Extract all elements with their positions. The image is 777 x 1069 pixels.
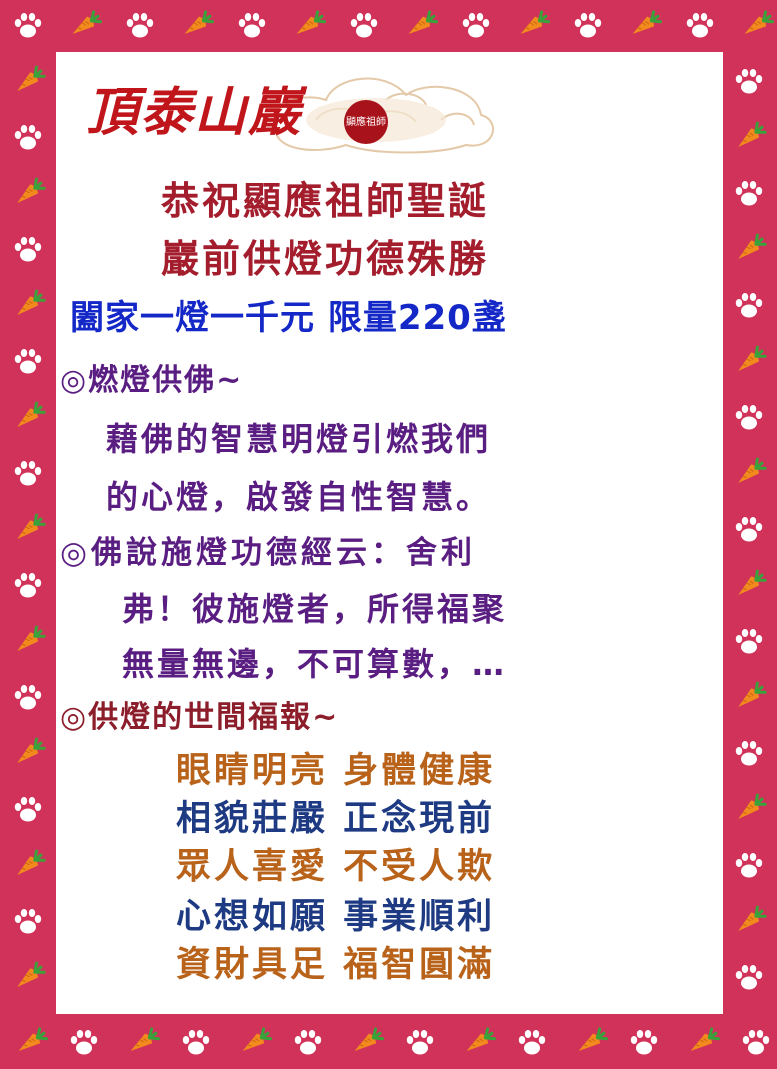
carrot-icon (296, 10, 327, 35)
carrot-icon (738, 569, 767, 595)
carrot-icon (738, 457, 767, 483)
carrot-icon (738, 905, 767, 931)
carrot-icon (17, 625, 46, 651)
paw-print-icon (126, 13, 154, 38)
temple-name: 頂泰山巖 (86, 82, 303, 143)
section-heading-3: ◎供燈的世間福報~ (60, 700, 340, 735)
paw-print-icon (350, 13, 378, 38)
carrot-icon (738, 233, 767, 259)
offer-line: 闔家一燈一千元 限量220盞 (70, 298, 507, 338)
paw-print-icon (735, 517, 763, 542)
paw-print-icon (14, 349, 42, 374)
carrot-icon (738, 345, 767, 371)
paw-print-icon (735, 965, 763, 990)
paw-print-icon (70, 1030, 98, 1055)
blessing-line-2: 相貌莊嚴 正念現前 (176, 799, 496, 839)
paw-print-icon (735, 69, 763, 94)
carrot-icon (17, 513, 46, 539)
carrot-icon (17, 177, 46, 203)
blessing-line-5: 資財具足 福智圓滿 (176, 945, 496, 985)
paw-print-icon (294, 1030, 322, 1055)
carrot-icon (738, 121, 767, 147)
carrot-icon (354, 1027, 385, 1052)
paw-print-icon (518, 1030, 546, 1055)
paw-print-icon (182, 1030, 210, 1055)
carrot-icon (242, 1027, 273, 1052)
paw-print-icon (735, 741, 763, 766)
blessing-line-3: 眾人喜愛 不受人欺 (176, 847, 496, 887)
carrot-icon (17, 401, 46, 427)
paw-print-icon (14, 461, 42, 486)
carrot-icon (738, 793, 767, 819)
section2-line-1: 弗！彼施燈者，所得福聚 (122, 590, 508, 628)
temple-logo: 頂泰山巖 顯應祖師 (86, 60, 506, 170)
carrot-icon (17, 961, 46, 987)
blessing-line-4: 心想如願 事業順利 (176, 897, 496, 937)
title-line-1: 恭祝顯應祖師聖誕 (161, 179, 490, 223)
paw-print-icon (14, 685, 42, 710)
carrot-icon (578, 1027, 609, 1052)
carrot-icon (408, 10, 439, 35)
carrot-icon (632, 10, 663, 35)
paw-print-icon (406, 1030, 434, 1055)
poster-panel: 頂泰山巖 顯應祖師 恭祝顯應祖師聖誕 巖前供燈功德殊勝 闔家一燈一千元 限量22… (56, 52, 723, 1014)
carrot-icon (184, 10, 215, 35)
section-heading-1: ◎燃燈供佛~ (60, 363, 244, 398)
paw-print-icon (735, 629, 763, 654)
carrot-icon (520, 10, 551, 35)
paw-print-icon (735, 293, 763, 318)
paw-print-icon (686, 13, 714, 38)
paw-print-icon (735, 853, 763, 878)
blessing-line-1: 眼睛明亮 身體健康 (176, 751, 496, 791)
carrot-icon (18, 1027, 49, 1052)
paw-print-icon (238, 13, 266, 38)
seal-stamp: 顯應祖師 (344, 100, 388, 144)
carrot-icon (466, 1027, 497, 1052)
carrot-icon (738, 681, 767, 707)
paw-print-icon (14, 13, 42, 38)
paw-print-icon (14, 909, 42, 934)
section1-line-1: 藉佛的智慧明燈引燃我們 (106, 420, 492, 458)
carrot-icon (17, 65, 46, 91)
paw-print-icon (574, 13, 602, 38)
paw-print-icon (630, 1030, 658, 1055)
carrot-icon (744, 10, 775, 35)
carrot-icon (72, 10, 103, 35)
carrot-icon (690, 1027, 721, 1052)
paw-print-icon (14, 797, 42, 822)
section-heading-2: ◎佛說施燈功德經云：舍利 (60, 535, 477, 571)
paw-print-icon (735, 405, 763, 430)
paw-print-icon (462, 13, 490, 38)
paw-print-icon (742, 1030, 770, 1055)
paw-print-icon (14, 125, 42, 150)
paw-print-icon (14, 237, 42, 262)
carrot-icon (17, 737, 46, 763)
section1-line-2: 的心燈，啟發自性智慧。 (106, 478, 492, 516)
section2-line-2: 無量無邊，不可算數，… (122, 645, 508, 683)
title-line-2: 巖前供燈功德殊勝 (161, 237, 490, 281)
carrot-icon (130, 1027, 161, 1052)
paw-print-icon (735, 181, 763, 206)
paw-print-icon (14, 573, 42, 598)
carrot-icon (17, 849, 46, 875)
carrot-icon (17, 289, 46, 315)
